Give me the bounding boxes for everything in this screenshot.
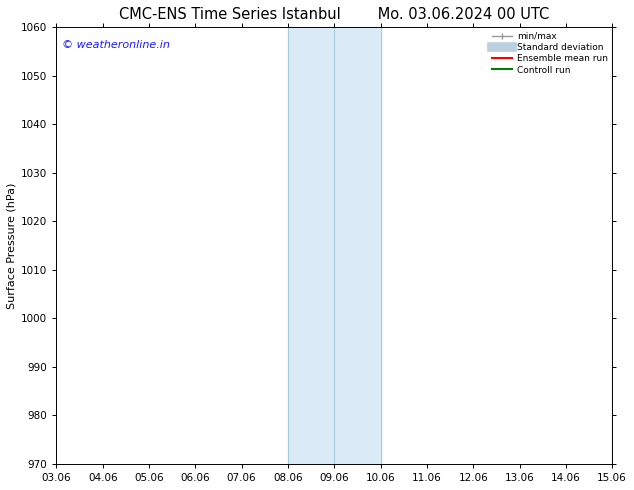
Text: © weatheronline.in: © weatheronline.in [62, 40, 170, 50]
Y-axis label: Surface Pressure (hPa): Surface Pressure (hPa) [7, 182, 17, 309]
Bar [288, 27, 380, 464]
Legend: min/max, Standard deviation, Ensemble mean run, Controll run: min/max, Standard deviation, Ensemble me… [489, 29, 611, 77]
Title: CMC-ENS Time Series Istanbul        Mo. 03.06.2024 00 UTC: CMC-ENS Time Series Istanbul Mo. 03.06.2… [119, 7, 550, 22]
Bar [612, 27, 634, 464]
